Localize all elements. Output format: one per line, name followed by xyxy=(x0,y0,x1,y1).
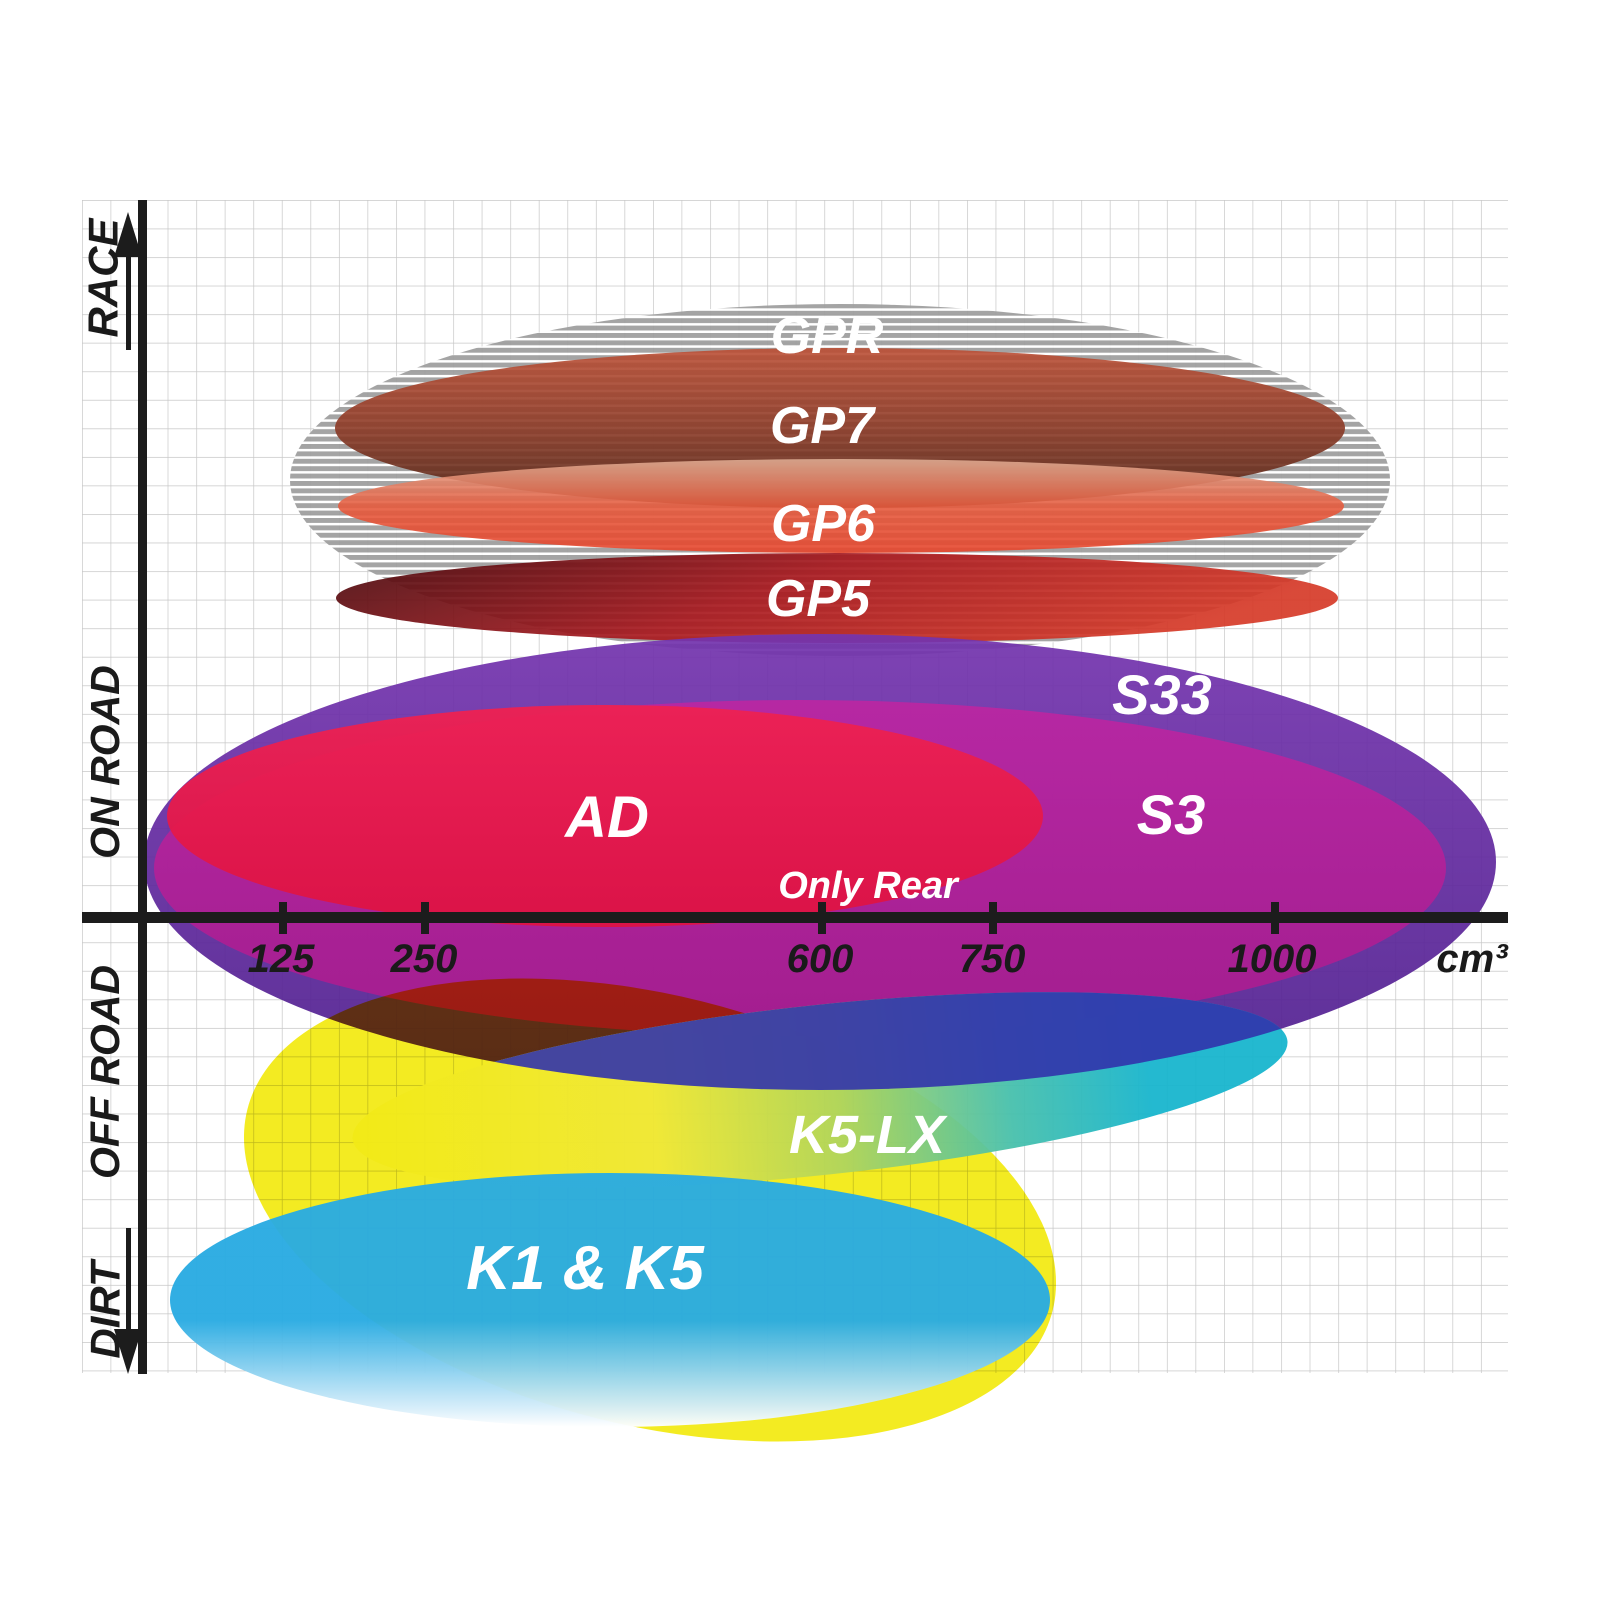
zone-label-off-road: OFF ROAD xyxy=(82,965,128,1179)
ellipse-gp6 xyxy=(338,459,1344,553)
race-up-arrow xyxy=(114,212,142,350)
x-tick-600 xyxy=(818,902,826,934)
tick-label-250: 250 xyxy=(390,937,458,981)
x-tick-250 xyxy=(421,902,429,934)
x-tick-125 xyxy=(279,902,287,934)
pad-label-gpr: GPR xyxy=(771,307,884,365)
annotation-only-rear: Only Rear xyxy=(778,865,960,907)
tick-label-125: 125 xyxy=(248,937,315,981)
zone-label-race: RACE xyxy=(80,217,127,338)
down-arrow-shaft xyxy=(126,1228,131,1330)
up-arrow-shaft xyxy=(126,253,131,350)
pad-label-k1k5: K1 & K5 xyxy=(466,1234,705,1303)
tick-label-750: 750 xyxy=(959,937,1026,981)
tick-label-1000: 1000 xyxy=(1228,937,1317,981)
x-axis-line xyxy=(82,912,1508,923)
up-arrow-head-icon xyxy=(114,212,142,257)
zone-label-dirt: DIRT xyxy=(82,1258,129,1359)
k5lx-s33-overlap xyxy=(352,992,1288,1090)
k5lx-overlap-blue-lens xyxy=(352,992,1288,1090)
dirt-down-arrow xyxy=(114,1228,142,1374)
pad-label-k5lx: K5-LX xyxy=(789,1105,948,1165)
pad-label-gp7: GP7 xyxy=(770,397,876,455)
down-arrow-head-icon xyxy=(114,1329,142,1374)
pad-label-gp5: GP5 xyxy=(766,570,871,628)
pad-label-s3: S3 xyxy=(1137,783,1206,846)
x-axis-unit: cm³ xyxy=(1436,937,1509,981)
pad-label-gp6: GP6 xyxy=(771,495,876,553)
ellipse-k1k5 xyxy=(170,1173,1050,1427)
pad-label-ad: AD xyxy=(563,785,649,850)
tick-label-600: 600 xyxy=(787,937,854,981)
ellipse-ad xyxy=(167,705,1043,927)
ellipse-gp5 xyxy=(336,553,1338,643)
pad-label-s33: S33 xyxy=(1112,663,1212,726)
zone-label-on-road: ON ROAD xyxy=(82,665,128,859)
y-axis-line xyxy=(138,200,147,1374)
x-tick-1000 xyxy=(1271,902,1279,934)
x-tick-750 xyxy=(989,902,997,934)
